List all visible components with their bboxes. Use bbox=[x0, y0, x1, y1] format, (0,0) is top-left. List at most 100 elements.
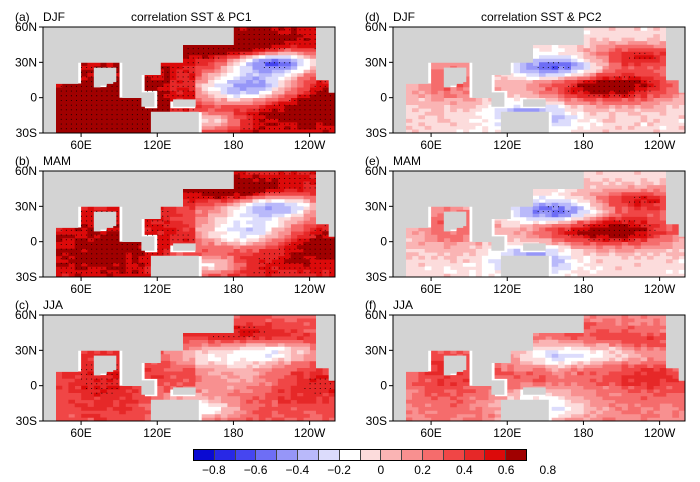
correlation-field bbox=[265, 62, 279, 67]
panel-label: (e) bbox=[365, 154, 380, 168]
colorbar-label: −0.8 bbox=[202, 463, 226, 477]
correlation-field bbox=[412, 322, 686, 408]
correlation-field bbox=[424, 188, 686, 278]
correlation-field bbox=[55, 322, 336, 422]
land-mask bbox=[393, 27, 686, 134]
lat-tick-label: 30N bbox=[15, 199, 37, 213]
lon-tick-label: 180 bbox=[573, 138, 593, 152]
correlation-field bbox=[81, 325, 336, 397]
map-frame bbox=[392, 170, 686, 278]
correlation-field bbox=[170, 44, 329, 134]
colorbar-label: 0.2 bbox=[414, 463, 431, 477]
correlation-field bbox=[208, 55, 310, 98]
lon-tick-label: 60E bbox=[420, 426, 441, 440]
lat-tick-label: 30S bbox=[16, 270, 37, 284]
lon-tick-label: 60E bbox=[420, 282, 441, 296]
map-frame bbox=[42, 170, 336, 278]
correlation-field bbox=[195, 51, 317, 127]
panel-label: (a) bbox=[15, 10, 30, 24]
lon-tick-label: 120W bbox=[294, 138, 326, 152]
panel-title: correlation SST & PC1 bbox=[131, 10, 252, 24]
lon-tick-label: 120E bbox=[493, 426, 521, 440]
correlation-field bbox=[201, 346, 285, 415]
lon-tick-label: 180 bbox=[573, 426, 593, 440]
lon-tick-label: 120W bbox=[644, 282, 676, 296]
correlation-field bbox=[195, 199, 317, 271]
land-mask bbox=[393, 315, 686, 422]
season-label: JJA bbox=[43, 298, 63, 312]
lon-tick-label: 120E bbox=[143, 426, 171, 440]
lon-tick-label: 180 bbox=[223, 138, 243, 152]
correlation-field bbox=[170, 192, 317, 278]
panel-label: (d) bbox=[365, 10, 380, 24]
lon-tick-label: 60E bbox=[70, 138, 91, 152]
correlation-field bbox=[558, 195, 667, 242]
lon-tick-label: 60E bbox=[70, 426, 91, 440]
correlation-field bbox=[265, 206, 272, 211]
colorbar-cell bbox=[318, 450, 340, 460]
colorbar-cell bbox=[277, 450, 299, 460]
lon-tick-label: 60E bbox=[70, 282, 91, 296]
colorbar bbox=[193, 449, 527, 461]
colorbar-label: 0 bbox=[377, 463, 385, 477]
lat-tick-label: 60N bbox=[365, 164, 387, 178]
land-mask bbox=[393, 171, 686, 278]
correlation-field bbox=[265, 350, 279, 358]
lon-tick-label: 120W bbox=[294, 282, 326, 296]
correlation-field bbox=[55, 174, 336, 278]
correlation-field bbox=[227, 58, 298, 95]
correlation-field bbox=[424, 336, 679, 390]
map-frame bbox=[392, 26, 686, 134]
map-panel-c: 60N 30N 0 30S 60E 120E 180 120W (c) JJA bbox=[15, 298, 336, 440]
correlation-field bbox=[545, 350, 584, 411]
correlation-field bbox=[431, 44, 679, 105]
correlation-field bbox=[55, 171, 329, 278]
correlation-field bbox=[443, 48, 673, 102]
lat-tick-label: 30S bbox=[366, 414, 387, 428]
season-label: DJF bbox=[393, 10, 415, 24]
lon-tick-label: 120E bbox=[493, 138, 521, 152]
map-panel-b: 60N 30N 0 30S 60E 120E 180 120W (b) MAM bbox=[15, 154, 336, 296]
panel-title: correlation SST & PC2 bbox=[481, 10, 602, 24]
correlation-field bbox=[170, 343, 310, 418]
colorbar-label: 0.4 bbox=[456, 463, 473, 477]
lat-tick-label: 30N bbox=[365, 343, 387, 357]
colorbar-cell bbox=[506, 450, 526, 460]
lat-tick-label: 60N bbox=[15, 20, 37, 34]
lon-tick-label: 60E bbox=[420, 138, 441, 152]
lat-tick-label: 30S bbox=[366, 270, 387, 284]
lat-tick-label: 0 bbox=[30, 379, 37, 393]
correlation-field bbox=[551, 353, 559, 358]
correlation-field bbox=[532, 206, 565, 218]
land-mask bbox=[43, 27, 336, 134]
lat-tick-label: 60N bbox=[15, 164, 37, 178]
colorbar-cell bbox=[402, 450, 423, 460]
correlation-field bbox=[55, 27, 336, 134]
colorbar-cell bbox=[298, 450, 319, 460]
panel-label: (b) bbox=[15, 154, 30, 168]
map-panel-a: 60N 30N 0 30S 60E 120E 180 120W (a) DJF correlatio… bbox=[15, 10, 336, 152]
lon-tick-label: 180 bbox=[573, 282, 593, 296]
colorbar-cell bbox=[339, 450, 361, 460]
correlation-field bbox=[201, 199, 310, 267]
lat-tick-label: 30N bbox=[15, 55, 37, 69]
season-label: DJF bbox=[43, 10, 65, 24]
lat-tick-label: 30S bbox=[16, 414, 37, 428]
lat-tick-label: 0 bbox=[380, 379, 387, 393]
lat-tick-label: 0 bbox=[30, 235, 37, 249]
map-frame bbox=[42, 26, 336, 134]
lat-tick-label: 30N bbox=[365, 199, 387, 213]
colorbar-cell bbox=[256, 450, 278, 460]
lon-tick-label: 180 bbox=[223, 426, 243, 440]
season-label: JJA bbox=[393, 298, 413, 312]
colorbar-labels: −0.8 −0.6 −0.4 −0.2 0 0.2 0.4 0.6 0.8 bbox=[193, 461, 556, 477]
correlation-field bbox=[513, 62, 578, 113]
panel-label: (c) bbox=[15, 298, 29, 312]
correlation-field bbox=[412, 41, 686, 109]
colorbar-cell bbox=[464, 450, 486, 460]
colorbar-label: −0.4 bbox=[285, 463, 310, 477]
colorbar-cell bbox=[443, 450, 465, 460]
lon-tick-label: 120W bbox=[644, 138, 676, 152]
land-mask bbox=[43, 315, 336, 422]
